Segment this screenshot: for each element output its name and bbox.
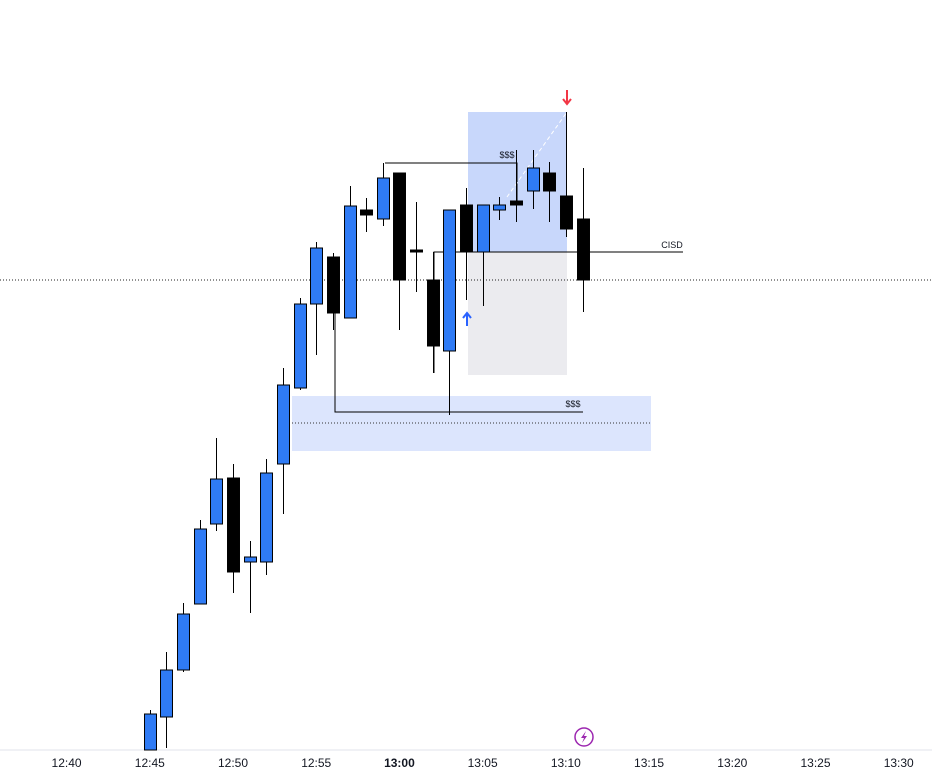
- candle-body: [510, 200, 523, 206]
- candle-body: [344, 205, 357, 319]
- candle-body: [560, 195, 573, 230]
- candle-body: [294, 303, 307, 389]
- candle-body: [327, 256, 340, 314]
- candle-body: [443, 209, 456, 352]
- x-tick-label: 12:55: [301, 756, 331, 770]
- x-tick-label: 13:30: [884, 756, 914, 770]
- candle-body: [177, 613, 190, 671]
- candle-body: [227, 477, 240, 573]
- candle-body: [360, 209, 373, 216]
- candle-body: [310, 247, 323, 305]
- up-arrow: [462, 311, 472, 326]
- candle-body: [427, 279, 440, 347]
- liquidity-line: [334, 313, 583, 413]
- candle-body: [194, 528, 207, 605]
- candle-body: [144, 713, 157, 751]
- candle-body: [260, 472, 273, 563]
- lightning-icon[interactable]: [574, 727, 594, 747]
- annotation: $$$: [499, 150, 514, 160]
- x-tick-label: 13:25: [800, 756, 830, 770]
- x-tick-label: 13:15: [634, 756, 664, 770]
- down-arrow: [562, 90, 572, 106]
- annotation: CISD: [661, 240, 683, 250]
- x-tick-label: 13:00: [384, 756, 415, 770]
- x-tick-label: 12:40: [52, 756, 82, 770]
- candle-body: [460, 204, 473, 253]
- fvg-zone: [292, 396, 651, 451]
- candle-body: [244, 556, 257, 563]
- x-tick-label: 12:45: [135, 756, 165, 770]
- candle-body: [577, 218, 590, 281]
- x-tick-label: 13:10: [551, 756, 581, 770]
- candle-body: [210, 478, 223, 525]
- candles: [144, 112, 590, 751]
- candle-body: [377, 177, 390, 220]
- candle-body: [543, 172, 556, 192]
- candle-body: [393, 172, 406, 281]
- x-tick-label: 13:05: [468, 756, 498, 770]
- candle-body: [277, 384, 290, 465]
- range-box: [468, 252, 567, 375]
- x-tick-label: 13:20: [717, 756, 747, 770]
- candle-body: [160, 669, 173, 718]
- candle-body: [527, 167, 540, 192]
- candle-body: [410, 249, 423, 253]
- annotation: $$$: [565, 399, 580, 409]
- candle-body: [477, 204, 490, 253]
- x-tick-label: 12:50: [218, 756, 248, 770]
- candle-body: [493, 204, 506, 211]
